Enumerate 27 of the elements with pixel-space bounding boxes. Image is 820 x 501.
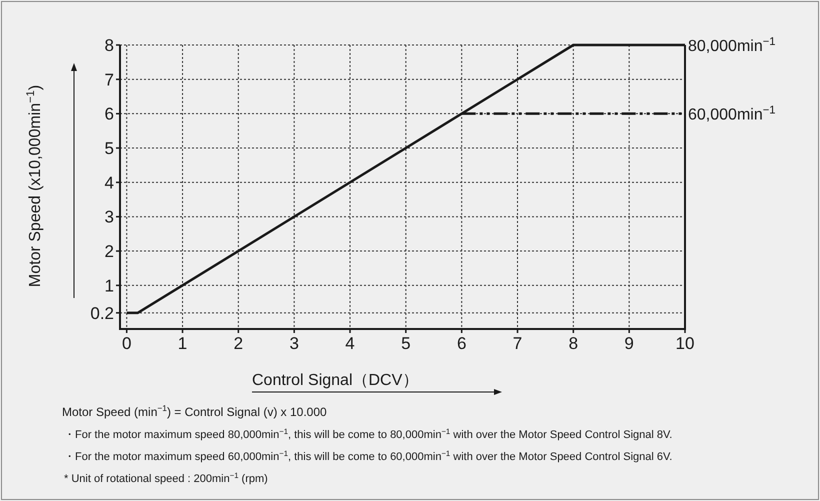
y-tick-label: 6 [104,104,114,124]
y-tick-label: 1 [104,276,114,296]
x-tick-label: 9 [624,334,634,353]
y-tick-label: 8 [104,36,114,55]
y-tick-label: 5 [104,139,114,158]
text: Motor Speed (min$^{−1}$) = Control Signal (v) x 10.000 [62,403,328,419]
annotation: 80,000min$^{−1}$ [688,36,776,55]
x-tick-label: 4 [345,334,355,353]
x-tick-label: 10 [676,334,694,353]
text: ・For the motor maximum speed 80,000min$^{−1}$, this will be come to 80,000min$^{−1}$ with over the Motor Speed Control Signal 8V. [64,426,672,441]
x-tick-label: 5 [401,334,411,353]
y-tick-label: 4 [104,173,114,192]
y-tick-label: 0.2 [90,304,114,323]
x-tick-label: 2 [234,334,244,353]
x-axis-title: Control Signal（DCV） [252,372,418,389]
y-tick-label: 2 [104,242,114,262]
x-tick-label: 3 [289,334,299,353]
annotation: 60,000min$^{−1}$ [688,104,776,124]
text: ・For the motor maximum speed 60,000min$^{−1}$, this will be come to 60,000min$^{−1}$ with over the Motor Speed Control Signal 6V. [64,448,672,463]
text: * Unit of rotational speed : 200min$^{−1}$ (rpm) [64,470,268,485]
x-tick-label: 1 [178,334,188,353]
y-tick-label: 7 [104,70,114,90]
x-tick-label: 8 [568,334,578,353]
x-tick-label: 0 [122,334,132,353]
x-tick-label: 6 [456,334,466,353]
x-tick-label: 7 [512,334,522,353]
y-tick-label: 3 [104,208,114,227]
